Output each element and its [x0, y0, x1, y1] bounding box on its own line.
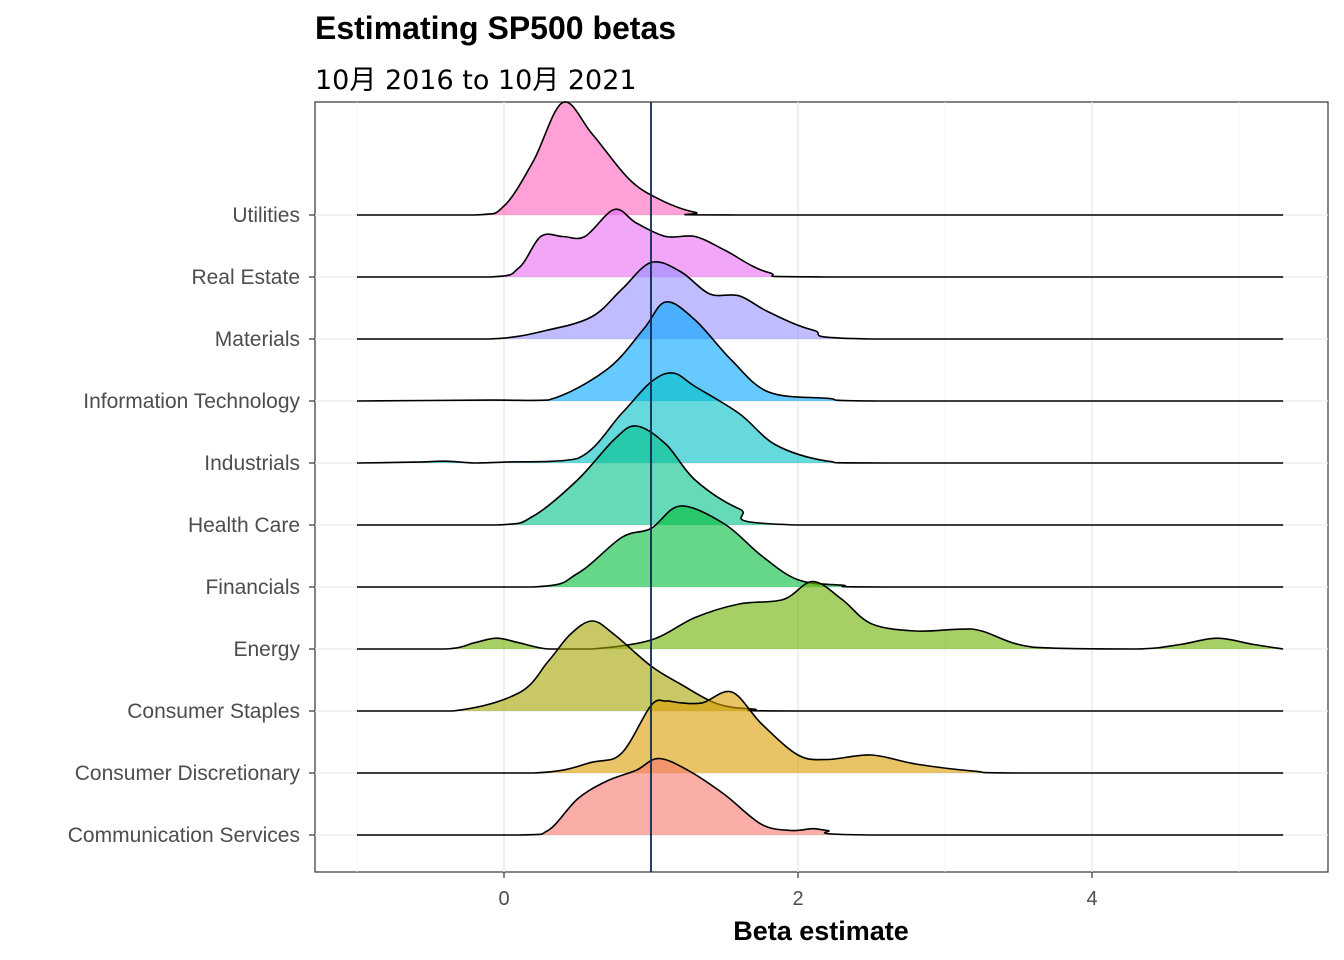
ridge-information-technology	[356, 301, 1284, 402]
ridges	[356, 101, 1284, 836]
chart-subtitle: 10月 2016 to 10月 2021	[315, 65, 637, 96]
ridge-consumer-discretionary	[357, 690, 1284, 774]
ridge-outline	[357, 620, 1284, 712]
y-tick-label: Communication Services	[68, 824, 300, 847]
plot-panel	[314, 101, 1329, 873]
y-tick-label: Real Estate	[191, 266, 300, 289]
y-tick-label: Industrials	[204, 452, 300, 475]
y-tick-label: Financials	[205, 576, 300, 599]
y-tick-label: Information Technology	[83, 390, 300, 413]
ridge-industrials	[356, 372, 1284, 464]
chart-title: Estimating SP500 betas	[315, 10, 677, 46]
ridge-fill	[357, 621, 1284, 711]
y-axis: Communication Services Consumer Discretio…	[68, 204, 315, 847]
y-tick-label: Consumer Staples	[127, 700, 300, 723]
ridge-outline	[357, 261, 1284, 340]
ridge-outline	[356, 301, 1284, 402]
ridge-energy	[357, 580, 1284, 650]
x-tick-label: 0	[498, 888, 509, 910]
x-tick-label: 2	[792, 888, 803, 910]
ridge-financials	[357, 505, 1284, 588]
ridge-fill	[357, 505, 1284, 587]
x-tick-label: 4	[1086, 888, 1097, 910]
ridge-health-care	[357, 425, 1284, 526]
ridge-outline	[357, 101, 1284, 216]
ridge-real-estate	[357, 208, 1284, 278]
y-tick-label: Consumer Discretionary	[75, 762, 301, 785]
ridge-outline	[357, 425, 1284, 526]
ridge-fill	[357, 581, 1284, 649]
ridge-fill	[357, 758, 1284, 835]
ridge-outline	[357, 505, 1284, 588]
ridge-fill	[357, 261, 1284, 339]
x-axis-label: Beta estimate	[733, 916, 909, 946]
y-tick-label: Energy	[233, 638, 300, 661]
ridge-communication-services	[356, 757, 1284, 836]
ridge-materials	[357, 261, 1284, 340]
y-tick-label: Materials	[215, 328, 300, 351]
ridge-utilities	[357, 101, 1284, 216]
ridge-consumer-staples	[357, 620, 1284, 712]
ridge-fill	[357, 209, 1284, 277]
ridge-outline	[357, 690, 1284, 774]
ridge-fill	[357, 425, 1284, 525]
y-tick-label: Health Care	[188, 514, 300, 537]
x-axis: 0 2 4	[498, 872, 1098, 910]
ridge-outline	[357, 208, 1284, 278]
ridge-outline	[356, 757, 1284, 836]
ridge-outline	[357, 580, 1284, 650]
y-tick-label: Utilities	[232, 204, 300, 227]
ridge-outline	[356, 372, 1284, 464]
